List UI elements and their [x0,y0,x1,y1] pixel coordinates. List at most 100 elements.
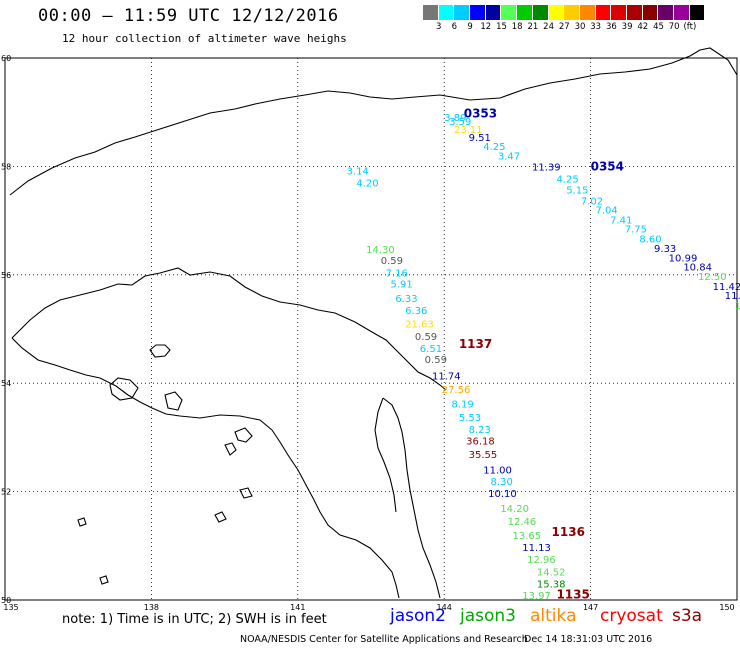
wave-height-value: 11.74 [432,371,461,382]
footnote: note: 1) Time is in UTC; 2) SWH is in fe… [62,612,327,627]
wave-height-value: 14.52 [537,568,566,579]
wave-height-value: 3.59 [449,117,471,128]
latitude-tick-label: 54 [1,379,11,388]
coastline [9,47,738,599]
island-3 [234,427,253,443]
color-scale-label: 36 [605,22,617,32]
legend-item-jason3: jason3 [460,606,516,626]
wave-height-value: 21.63 [405,319,434,330]
island-4 [224,442,237,456]
wave-height-value: 11.13 [522,543,551,554]
wave-height-value: 9.33 [654,244,676,255]
color-scale-label: 21 [527,22,539,32]
longitude-tick-label: 135 [3,603,18,612]
color-scale-label: (ft) [683,22,697,32]
legend-item-s3a: s3a [672,606,703,626]
longitude-tick-label: 138 [144,603,159,612]
wave-height-value: 10.99 [669,253,698,264]
wave-height-value: 10.10 [488,489,517,500]
wave-height-value: 14.30 [366,245,395,256]
color-scale-label: 45 [653,22,664,32]
map-subtitle: 12 hour collection of altimeter wave hei… [62,32,347,45]
wave-height-value: 0.59 [425,355,447,366]
wave-height-value: 12.4 [735,301,740,312]
uda-bay [149,344,171,358]
color-scale-swatch [548,5,565,20]
wave-height-value: 11.00 [483,466,512,477]
latitude-tick-label: 58 [1,162,11,171]
latitude-tick-label: 52 [1,488,11,497]
islet-c [99,575,109,585]
color-scale-swatch [454,5,471,20]
color-scale-label: 24 [543,22,555,32]
pass-time-label: 1137 [459,337,492,351]
map-frame [4,57,738,601]
wave-height-value: 8.60 [639,234,661,245]
color-scale-label: 33 [590,22,602,32]
color-scale-label: 70 [668,22,680,32]
wave-height-value: 12.96 [527,555,556,566]
wave-height-value: 23.11 [454,125,483,136]
lat-lon-grid [4,57,738,601]
color-scale-swatch [485,5,502,20]
generated-timestamp: Dec 14 18:31:03 UTC 2016 [524,634,653,645]
color-scale-swatch [564,5,580,20]
color-scale-label: 12 [480,22,492,32]
siberian-south-coast [11,267,447,391]
color-scale-swatch [579,5,596,20]
color-scale-swatch [501,5,518,20]
longitude-tick-label: 141 [290,603,305,612]
color-scale-swatch [517,5,533,20]
west-coast-lower [11,337,273,431]
latitude-tick-label: 56 [1,271,11,280]
wave-height-value: 7.75 [625,225,647,236]
island-2 [164,391,183,411]
color-scale-label: 27 [558,22,570,32]
color-scale-swatch [470,5,486,20]
islet-a [214,511,227,523]
pass-time-labels: 0353 0354 1137 1136 1135 [459,107,624,602]
color-scale-swatch [658,5,674,20]
wave-height-value: 6.51 [420,344,442,355]
west-coast-islands [239,487,253,499]
color-scale-swatch [611,5,627,20]
wave-height-value: 12.50 [698,272,727,283]
pass-time-label: 1135 [556,587,589,601]
shantar-islands [109,377,139,401]
wave-height-value: 5.53 [459,413,481,424]
latitude-tick-label: 50 [1,596,11,605]
wave-height-value: 4.25 [556,175,578,186]
wave-height-value: 27.56 [442,385,471,396]
wave-height-value: 11.78 [725,291,740,302]
kamchatka-north-coast [9,47,738,196]
wave-height-value: 11.39 [532,163,561,174]
wave-height-value: 3.89 [444,113,466,124]
color-scale-swatch [532,5,549,20]
wave-height-value: 4.25 [483,142,505,153]
wave-height-value: 14.20 [500,504,529,515]
color-scale-swatch [595,5,612,20]
amur-estuary [271,429,400,599]
color-scale-swatch [438,5,455,20]
color-scale-label: 9 [467,22,473,32]
latitude-tick-label: 60 [1,54,11,63]
color-scale-label: 15 [496,22,507,32]
wave-height-value: 3.47 [498,151,520,162]
pass-time-label: 0353 [464,107,497,121]
map-title: 00:00 – 11:59 UTC 12/12/2016 [38,6,339,26]
wave-height-value: 35.55 [469,450,498,461]
wave-height-value: 0.59 [415,332,437,343]
color-scale-label: 3 [435,22,442,32]
color-scale-swatch [423,5,439,20]
longitude-tick-label: 144 [437,603,452,612]
color-scale-label: 39 [621,22,633,32]
color-scale-label: 6 [451,22,458,32]
wave-height-value: 0.59 [381,256,403,267]
wave-height-value: 13.65 [513,531,542,542]
wave-height-value: 4.20 [356,178,378,189]
longitude-tick-label: 147 [583,603,598,612]
legend-item-jason2: jason2 [390,606,446,626]
wave-height-value: 6.33 [395,294,417,305]
wave-height-value: 8.23 [469,425,491,436]
